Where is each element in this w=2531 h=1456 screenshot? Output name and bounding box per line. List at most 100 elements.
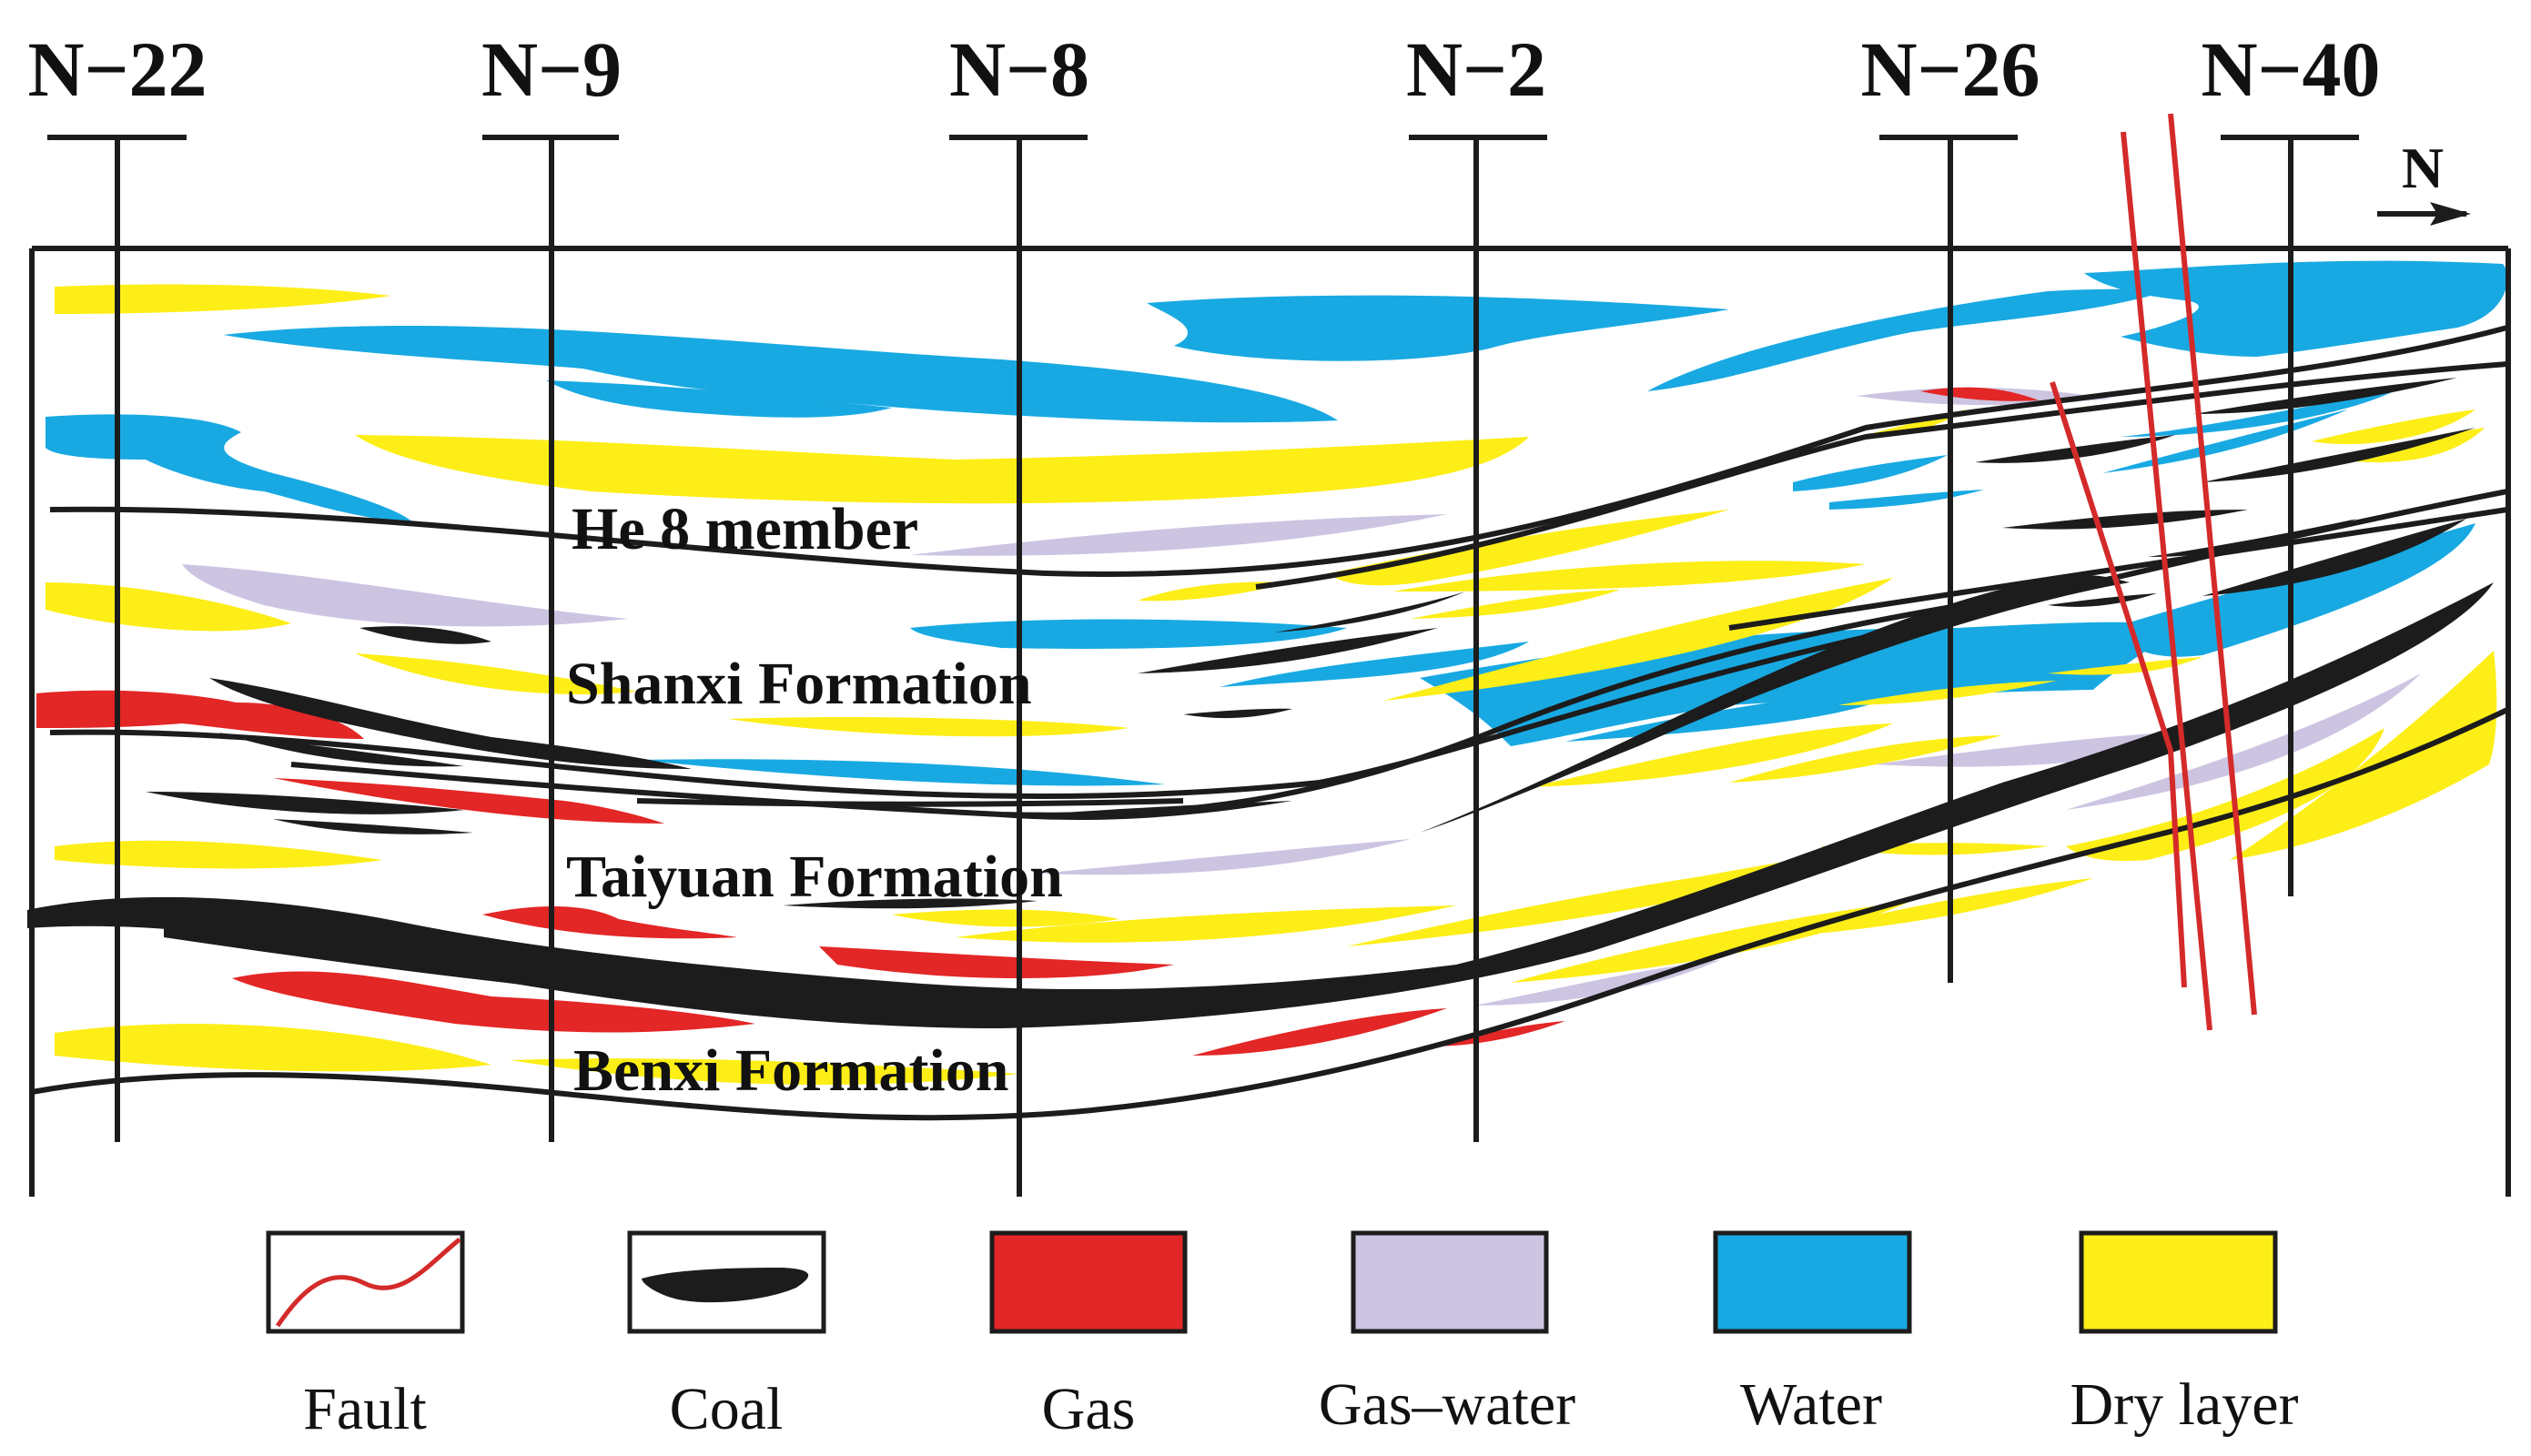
legend-item-gas-water: Gas–water [1319, 1230, 1575, 1438]
coal-seam [2193, 378, 2457, 414]
north-arrow: N [2377, 136, 2471, 226]
coal-seam [146, 792, 464, 814]
legend-item-dry-layer: Dry layer [2070, 1230, 2299, 1438]
dry-lens [2048, 657, 2202, 675]
water-lens [910, 619, 1347, 649]
dry-lens [2230, 651, 2497, 860]
dry-lens [1529, 723, 1893, 787]
fault-swatch-icon [275, 1238, 461, 1328]
gas-water-lens [1474, 960, 1720, 1006]
dry-lens [1775, 878, 2093, 937]
he8-top-boundary [49, 325, 2508, 577]
taiyuan-formation-label: Taiyuan Formation [566, 844, 1063, 910]
gas-water-swatch [1351, 1230, 1549, 1334]
coal-seam [2202, 519, 2466, 596]
coal-seam [1138, 628, 1438, 673]
dry-lens [1329, 510, 1729, 586]
water-lens [1565, 687, 1911, 742]
coal-seam [209, 678, 692, 769]
legend-label-gas: Gas [1042, 1376, 1136, 1442]
legend-label-water: Water [1740, 1371, 1882, 1438]
north-label: N [2402, 136, 2444, 200]
water-lens [1220, 642, 1529, 687]
water-lens [2102, 410, 2348, 473]
gas-lens [232, 971, 755, 1033]
dry-lens [1511, 901, 1911, 983]
legend-item-fault: Fault [266, 1230, 465, 1442]
dry-lens [55, 840, 382, 869]
well-n40 [2221, 135, 2359, 896]
fault-swatch [266, 1230, 465, 1334]
dry-lens [510, 1058, 1019, 1085]
coal-seam [359, 626, 491, 644]
fault-line-1 [2121, 131, 2212, 1031]
taiyuan-top-boundary-2 [1728, 507, 2508, 631]
legend-item-water: Water [1713, 1230, 1912, 1438]
dry-lens [1392, 561, 1866, 592]
gas-water-lens [182, 564, 628, 627]
legend-label-fault: Fault [303, 1376, 427, 1442]
fault-splay [2050, 381, 2187, 988]
north-arrow-head [2430, 202, 2471, 226]
shanxi-base-boundary [290, 589, 2049, 818]
well-label-n22: N−22 [27, 25, 207, 113]
shanxi-top-boundary [49, 489, 2508, 799]
coal-seam [2202, 428, 2475, 482]
water-lens [223, 326, 1338, 423]
water-swatch [1713, 1230, 1912, 1334]
dry-lens [1729, 735, 2002, 783]
benxi-formation-label: Benxi Formation [573, 1037, 1008, 1104]
gas-water-lens [1038, 839, 1411, 875]
fault-line-2 [2168, 113, 2257, 1016]
legend-label-dry-layer: Dry layer [2070, 1371, 2298, 1438]
dry-lens [956, 905, 1456, 943]
legend-item-coal: Coal [627, 1230, 826, 1442]
gas-lens [273, 778, 664, 824]
water-lens [1829, 490, 1984, 510]
gas-water-lens [910, 514, 1447, 556]
coal-seam [783, 898, 1038, 909]
well-labels: N−22 N−9 N−8 N−2 N−26 N−40 [27, 25, 2380, 113]
well-n26 [1879, 135, 2018, 983]
coal-seam [164, 928, 1347, 1016]
dry-lens [1411, 590, 1620, 619]
dry-lens [1138, 581, 1292, 602]
well-n8 [949, 135, 1088, 1197]
legend-label-coal: Coal [670, 1376, 784, 1442]
gas-lens [819, 946, 1174, 978]
well-n9 [482, 135, 619, 1142]
coal-seam [1183, 708, 1292, 719]
coal-swatch-icon [642, 1268, 809, 1303]
legend-label-gas-water: Gas–water [1319, 1371, 1575, 1438]
dry-lens [46, 582, 291, 632]
he8-member-label: He 8 member [572, 496, 918, 562]
dry-lens [728, 717, 1129, 737]
dry-lens [55, 284, 391, 314]
well-label-n26: N−26 [1860, 25, 2040, 113]
coal-seam [2048, 593, 2157, 607]
water-lens [1793, 455, 1948, 491]
dry-lens [2312, 410, 2475, 445]
water-lens [546, 380, 892, 418]
shanxi-formation-label: Shanxi Formation [566, 651, 1032, 717]
coal-seam [273, 819, 473, 834]
gas-swatch [989, 1230, 1188, 1334]
dry-lens [1383, 578, 1893, 701]
well-label-n8: N−8 [949, 25, 1089, 113]
well-label-n40: N−40 [2201, 25, 2380, 113]
gas-lens [482, 905, 737, 939]
water-lens [637, 759, 1165, 786]
formation-labels: He 8 member Shanxi Formation Taiyuan For… [566, 496, 1063, 1104]
legend-item-gas: Gas [989, 1230, 1188, 1442]
legend: Fault Coal Gas Gas–water Water Dry layer [266, 1230, 2299, 1442]
dry-lens [355, 653, 637, 695]
well-n22 [47, 135, 187, 1142]
faults [2050, 113, 2257, 1031]
wells [47, 135, 2359, 1197]
boundary-lines [29, 246, 2511, 1197]
coal-seam [27, 582, 2494, 1028]
gas-lens [1192, 1008, 1447, 1056]
water-lens [1147, 295, 1729, 361]
well-label-n2: N−2 [1406, 25, 1546, 113]
